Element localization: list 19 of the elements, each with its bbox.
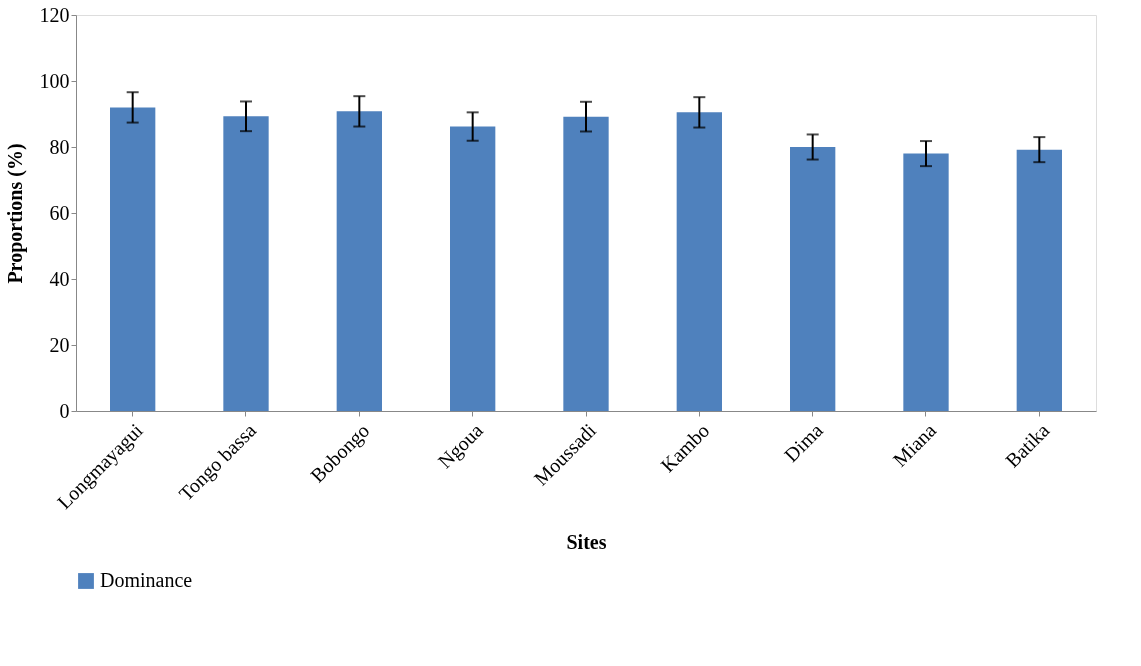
bar bbox=[336, 111, 382, 411]
y-tick-label: 0 bbox=[59, 399, 70, 422]
y-axis-title: Proportions (%) bbox=[3, 143, 27, 284]
y-tick-label: 120 bbox=[39, 3, 70, 26]
x-axis-title: Sites bbox=[566, 531, 607, 554]
y-tick-label: 100 bbox=[39, 69, 70, 92]
bar bbox=[903, 153, 949, 411]
y-tick-label: 60 bbox=[49, 201, 70, 224]
bar bbox=[790, 147, 836, 411]
bar bbox=[563, 116, 609, 411]
bar bbox=[676, 112, 722, 411]
bar bbox=[110, 107, 156, 411]
bar bbox=[1016, 149, 1062, 411]
y-tick-label: 80 bbox=[49, 135, 70, 158]
y-tick-label: 20 bbox=[49, 333, 70, 356]
legend-label: Dominance bbox=[100, 569, 193, 591]
y-tick-label: 40 bbox=[49, 267, 70, 290]
bar bbox=[223, 116, 269, 411]
bar bbox=[450, 126, 496, 411]
